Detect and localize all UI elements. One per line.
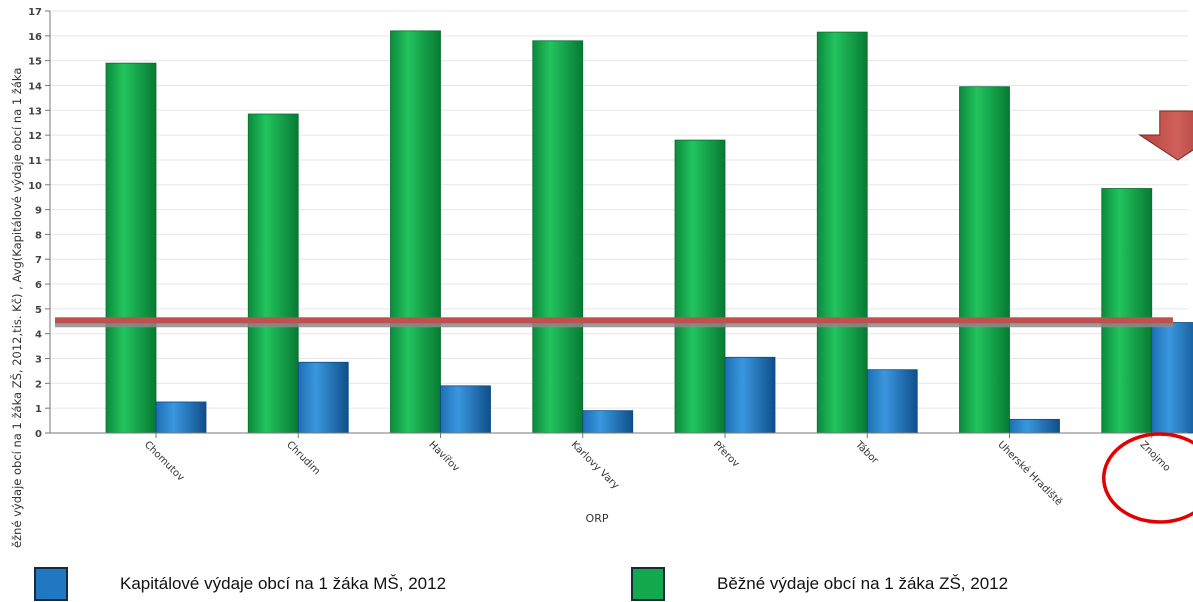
bar-current	[105, 62, 157, 434]
bar-capital	[155, 401, 207, 434]
y-tick-label: 12	[28, 131, 42, 142]
x-tick-label: Chrudim	[284, 439, 322, 477]
y-tick-label: 3	[35, 355, 42, 366]
x-tick-label: Znojmo	[1138, 439, 1173, 474]
y-tick-label: 13	[28, 106, 42, 117]
legend-item-current: Běžné výdaje obcí na 1 žáka ZŠ, 2012	[631, 566, 1008, 602]
x-axis-label: ORP	[586, 512, 609, 525]
y-tick-label: 8	[35, 230, 42, 241]
y-tick-label: 5	[35, 305, 42, 316]
x-tick-label: Tábor	[852, 438, 881, 467]
x-tick-label: Uherské Hradiště	[995, 439, 1064, 508]
x-tick-label: Karlovy Vary	[569, 439, 621, 491]
bar-capital	[1009, 418, 1060, 434]
y-tick-label: 4	[35, 330, 42, 341]
y-tick-label: 0	[35, 429, 42, 440]
legend-swatch-capital	[34, 567, 68, 601]
x-tick-label: Havířov	[426, 439, 462, 475]
y-axis-label-wrapper: ěžné výdaje obcí na 1 žáka ZŠ, 2012,tis.…	[6, 0, 24, 552]
bars	[105, 30, 1193, 434]
legend-item-capital: Kapitálové výdaje obcí na 1 žáka MŠ, 201…	[34, 566, 446, 602]
bar-current	[959, 86, 1010, 434]
y-tick-label: 6	[35, 280, 42, 291]
y-tick-label: 9	[35, 206, 42, 217]
x-tick-label: Přerov	[711, 439, 742, 470]
highlight-circle	[1102, 432, 1193, 524]
x-tick-label: Chomutov	[142, 439, 186, 483]
bar-capital	[1151, 322, 1193, 434]
y-tick-label: 2	[35, 379, 42, 390]
bar-current	[532, 40, 584, 434]
bar-capital	[724, 356, 776, 434]
legend-label-current: Běžné výdaje obcí na 1 žáka ZŠ, 2012	[717, 574, 1009, 593]
legend-swatch-current	[631, 567, 665, 601]
bar-current	[674, 139, 726, 434]
bar-current	[816, 31, 868, 434]
y-tick-label: 17	[28, 7, 42, 18]
y-tick-label: 16	[28, 32, 42, 43]
y-axis-label: ěžné výdaje obcí na 1 žáka ZŠ, 2012,tis.…	[10, 67, 24, 548]
x-axis: Chomutov Chrudim Havířov Karlovy Vary Přerov…	[50, 432, 1188, 508]
reference-line	[55, 317, 1173, 328]
bar-capital	[866, 369, 918, 434]
legend-label-capital: Kapitálové výdaje obcí na 1 žáka MŠ, 201…	[120, 574, 447, 593]
y-tick-label: 10	[28, 181, 42, 192]
bar-current	[1101, 188, 1153, 434]
y-tick-label: 7	[35, 255, 42, 266]
grid-lines	[50, 10, 1188, 434]
y-tick-label: 14	[28, 81, 42, 92]
bar-current	[390, 30, 441, 434]
bar-capital	[440, 385, 491, 434]
annotations	[1102, 110, 1193, 524]
bar-capital	[297, 361, 349, 434]
y-tick-label: 11	[28, 156, 42, 167]
bar-current	[247, 113, 299, 434]
bar-capital	[582, 410, 634, 434]
highlight-arrow	[1138, 110, 1193, 161]
reference-line-shadow	[55, 322, 1173, 328]
y-tick-label: 1	[35, 404, 42, 415]
reference-line-bar	[55, 317, 1173, 324]
y-tick-label: 15	[28, 57, 42, 68]
